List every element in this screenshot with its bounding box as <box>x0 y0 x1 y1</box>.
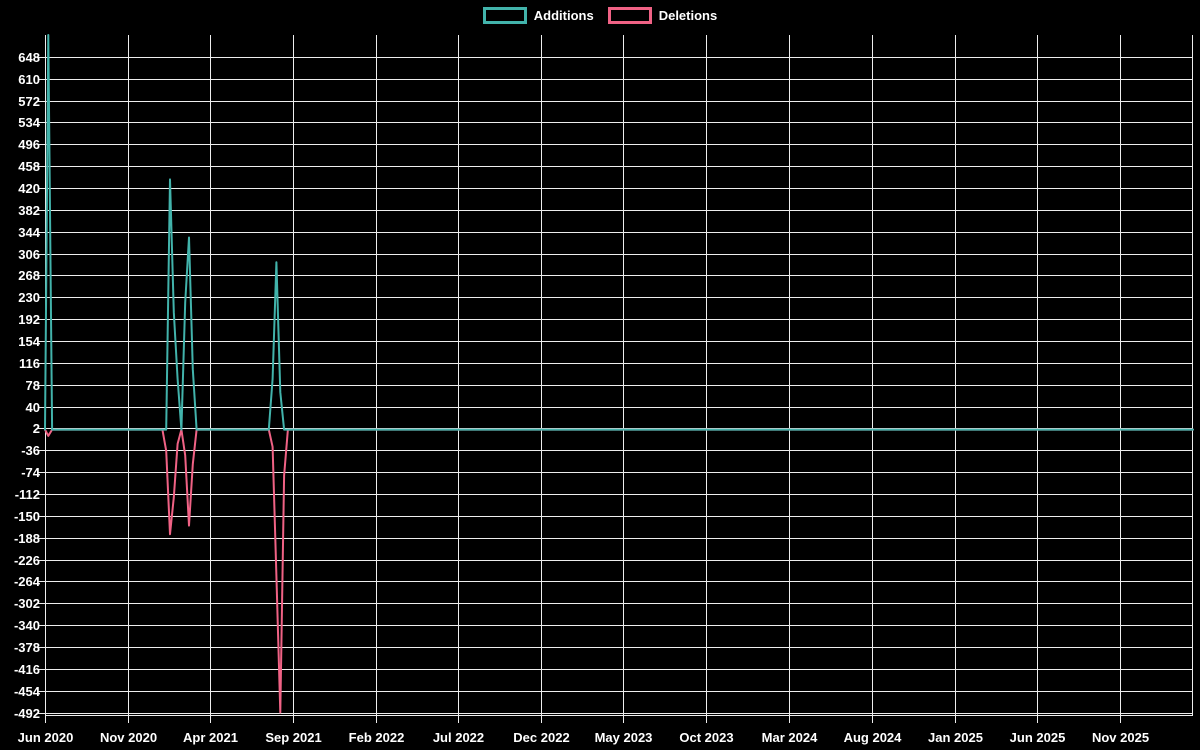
y-axis-label: 572 <box>18 94 40 109</box>
x-axis-label: Jan 2025 <box>928 730 983 745</box>
legend-label-additions: Additions <box>533 8 594 23</box>
y-axis-label: 268 <box>18 268 40 283</box>
x-axis-label: Oct 2023 <box>679 730 733 745</box>
y-axis-label: -492 <box>14 706 40 721</box>
y-axis-label: 40 <box>26 400 40 415</box>
deletions-swatch <box>607 7 652 24</box>
y-axis-label: 496 <box>18 137 40 152</box>
x-axis-label: Mar 2024 <box>762 730 818 745</box>
x-axis-label: Jun 2020 <box>18 730 74 745</box>
y-axis-label: -454 <box>14 684 41 699</box>
y-axis-label: 344 <box>18 225 40 240</box>
y-axis-label: -264 <box>14 574 41 589</box>
y-axis-label: -150 <box>14 509 40 524</box>
y-axis-label: 2 <box>33 421 40 436</box>
y-axis-label: 382 <box>18 203 40 218</box>
y-axis-label: 534 <box>18 115 40 130</box>
x-axis-label: Dec 2022 <box>513 730 569 745</box>
y-axis-label: -416 <box>14 662 40 677</box>
series-line-deletions <box>44 428 1194 714</box>
x-axis-label: Jul 2022 <box>433 730 484 745</box>
axis-labels: 648 610 572 534 496 458 420 382 344 306 268 230 192 1… <box>14 50 1149 745</box>
y-axis-label: 78 <box>26 378 40 393</box>
x-axis-label: Nov 2020 <box>100 730 157 745</box>
legend-label-deletions: Deletions <box>658 8 718 23</box>
legend-item-additions[interactable]: Additions <box>482 7 594 24</box>
x-axis-label: Apr 2021 <box>183 730 238 745</box>
y-axis-label: -226 <box>14 553 40 568</box>
y-axis-label: 648 <box>18 50 40 65</box>
x-axis-label: Aug 2024 <box>844 730 903 745</box>
y-axis-label: -378 <box>14 640 40 655</box>
grid-lines <box>38 35 1193 723</box>
y-axis-label: 154 <box>18 334 40 349</box>
y-axis-label: 458 <box>18 159 40 174</box>
y-axis-label: -188 <box>14 531 40 546</box>
y-axis-label: 610 <box>18 72 40 87</box>
y-axis-label: -36 <box>21 443 40 458</box>
x-axis-label: Nov 2025 <box>1092 730 1149 745</box>
y-axis-label: 192 <box>18 312 40 327</box>
series-line-additions <box>44 34 1194 431</box>
chart-legend: Additions Deletions <box>0 7 1200 24</box>
x-axis-label: Sep 2021 <box>265 730 321 745</box>
y-axis-label: 306 <box>18 247 40 262</box>
y-axis-label: -302 <box>14 596 40 611</box>
legend-item-deletions[interactable]: Deletions <box>607 7 718 24</box>
y-axis-label: -112 <box>15 487 40 502</box>
y-axis-label: -74 <box>21 465 41 480</box>
y-axis-label: -340 <box>14 618 40 633</box>
y-axis-label: 230 <box>18 290 40 305</box>
x-axis-label: Jun 2025 <box>1010 730 1066 745</box>
y-axis-label: 116 <box>19 356 40 371</box>
additions-swatch <box>482 7 527 24</box>
x-axis-label: May 2023 <box>595 730 653 745</box>
x-axis-label: Feb 2022 <box>349 730 405 745</box>
y-axis-label: 420 <box>18 181 40 196</box>
